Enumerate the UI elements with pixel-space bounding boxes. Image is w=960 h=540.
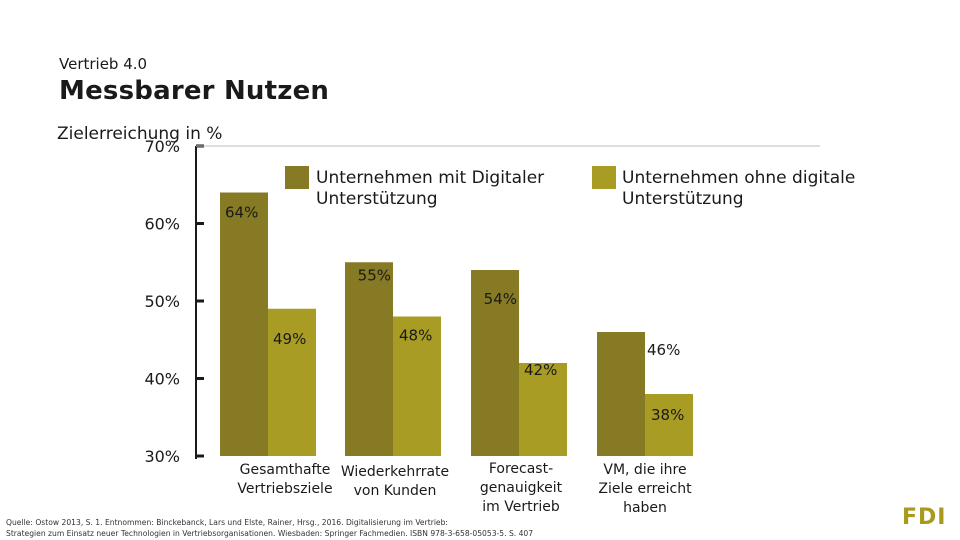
bar-value-label: 64%: [225, 204, 258, 222]
legend-label: Unternehmen ohne digitale: [622, 168, 855, 188]
bar: [220, 192, 268, 456]
legend-swatch: [285, 166, 309, 189]
category-label: VM, die ihre: [603, 462, 686, 478]
fdi-logo: FDI: [902, 505, 947, 530]
bar: [393, 316, 441, 456]
bar-value-label: 54%: [484, 290, 517, 308]
source-line-2: Strategien zum Einsatz neuer Technologie…: [6, 529, 534, 538]
category-label: genauigkeit: [480, 480, 563, 496]
category-label: im Vertrieb: [482, 499, 560, 515]
y-tick-label: 60%: [144, 215, 180, 234]
kicker-label: Vertrieb 4.0: [59, 55, 148, 73]
page-title: Messbarer Nutzen: [59, 76, 330, 106]
legend-swatch: [592, 166, 616, 189]
legend-label: Unternehmen mit Digitaler: [316, 168, 544, 188]
bar: [597, 332, 645, 456]
bar-value-label: 49%: [273, 330, 306, 348]
y-tick-label: 40%: [144, 370, 180, 389]
category-label: von Kunden: [354, 483, 437, 499]
category-label: Vertriebsziele: [237, 481, 332, 497]
bar-value-label: 38%: [651, 406, 684, 424]
category-label: Ziele erreicht: [598, 481, 692, 497]
bar: [519, 363, 567, 456]
bar-value-label: 46%: [647, 341, 680, 359]
y-axis-title: Zielerreichung in %: [57, 124, 223, 144]
y-tick-label: 50%: [144, 292, 180, 311]
bar-value-label: 48%: [399, 327, 432, 345]
bar: [268, 308, 316, 456]
y-tick-label: 70%: [144, 137, 180, 156]
source-line-1: Quelle: Ostow 2013, S. 1. Entnommen: Bin…: [6, 518, 448, 527]
bar: [345, 262, 393, 456]
category-label: Forecast-: [489, 461, 553, 477]
source-citation: Quelle: Ostow 2013, S. 1. Entnommen: Bin…: [6, 517, 533, 539]
legend-label: Unterstützung: [316, 189, 438, 209]
category-label: Wiederkehrrate: [341, 464, 449, 480]
bar-value-label: 55%: [358, 266, 391, 284]
bar: [645, 394, 693, 456]
bar: [471, 270, 519, 456]
category-label: Gesamthafte: [240, 462, 331, 478]
bar-value-label: 42%: [524, 361, 557, 379]
legend-label: Unterstützung: [622, 189, 744, 209]
y-tick-label: 30%: [144, 447, 180, 466]
category-label: haben: [623, 500, 667, 516]
